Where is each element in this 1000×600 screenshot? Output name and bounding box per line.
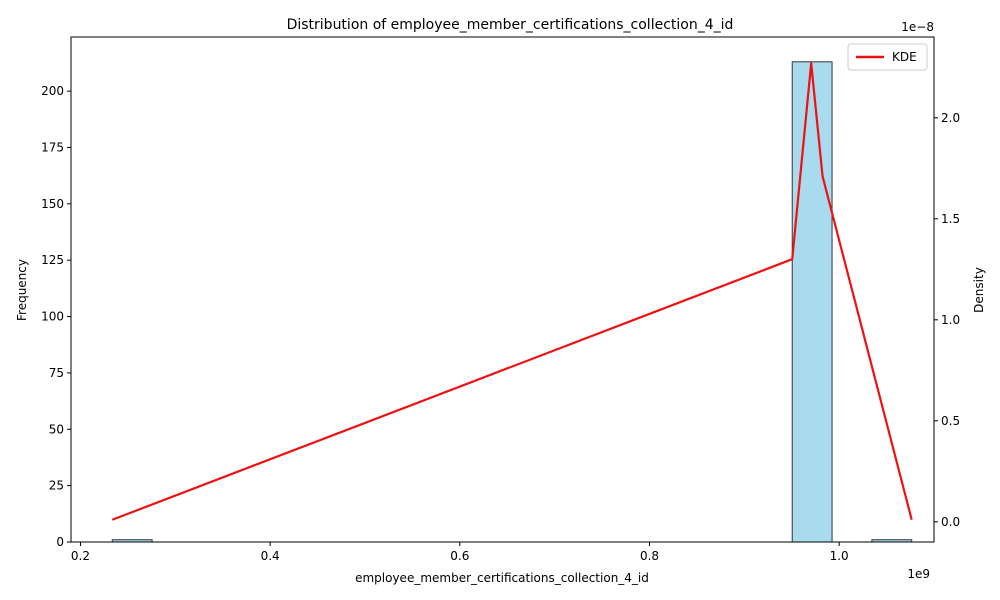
chart-title: Distribution of employee_member_certific… [287,17,734,33]
y-tick-label: 100 [41,310,64,324]
y-axis-left: 0 25 50 75 100 125 150 175 200 [41,84,71,549]
y-tick-label: 0 [56,535,64,549]
y-tick-label: 50 [49,422,64,436]
kde-line [111,62,913,521]
histogram-bar-1 [791,61,833,543]
legend-kde-label: KDE [892,50,917,64]
plot-frame [70,36,935,543]
y2-tick-label: 2.0 [941,111,960,125]
bars-layer [111,61,913,543]
y2-tick-label: 0.5 [941,414,960,428]
legend-box [847,43,928,71]
y-tick-label: 125 [41,253,64,267]
x-tick-label: 0.8 [640,549,659,563]
x-tick-label: 1.0 [830,549,849,563]
y-axis-right: 0.0 0.5 1.0 1.5 2.0 [934,111,960,529]
y2-offset-text: 1e−8 [901,20,934,34]
y-tick-label: 150 [41,197,64,211]
x-tick-label: 0.6 [450,549,469,563]
y-tick-label: 200 [41,84,64,98]
x-offset-text: 1e9 [907,567,930,581]
y2-tick-label: 1.0 [941,313,960,327]
y2-tick-label: 1.5 [941,212,960,226]
kde-layer [111,62,913,521]
y-tick-label: 25 [49,479,64,493]
y-tick-label: 75 [49,366,64,380]
x-axis: 0.2 0.4 0.6 0.8 1.0 [71,542,849,563]
x-axis-label: employee_member_certifications_collectio… [355,571,649,585]
x-tick-label: 0.4 [261,549,280,563]
y2-axis-label: Density [972,267,986,313]
y2-tick-label: 0.0 [941,515,960,529]
y-tick-label: 175 [41,140,64,154]
x-tick-label: 0.2 [71,549,90,563]
legend: KDE [847,43,928,71]
y-axis-label: Frequency [15,259,29,321]
